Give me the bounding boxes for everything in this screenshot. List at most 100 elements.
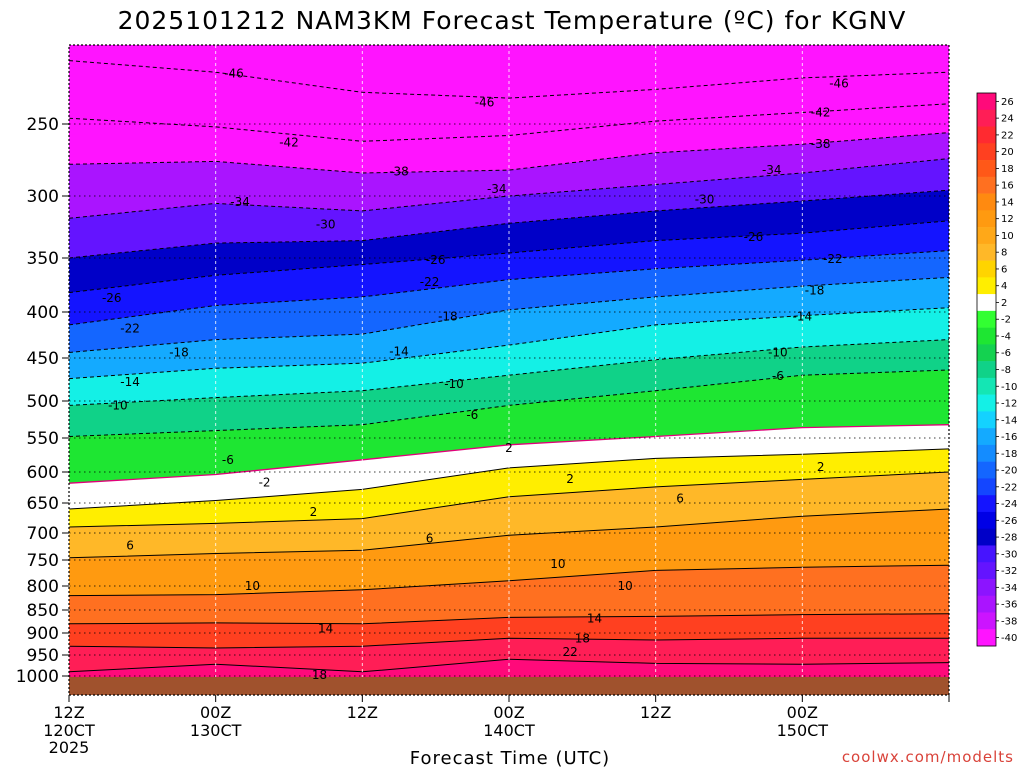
- isotherm-label: -6: [222, 453, 234, 467]
- y-tick-label: 550: [27, 429, 59, 449]
- colorbar-swatch: [977, 227, 996, 245]
- isotherm-label: -18: [438, 310, 458, 324]
- colorbar-label: 20: [1001, 147, 1014, 158]
- isotherm-label: 2: [566, 472, 574, 486]
- isotherm-label: -42: [811, 105, 831, 119]
- isotherm-label: -38: [811, 137, 831, 151]
- isotherm-label: 10: [245, 579, 260, 593]
- isotherm-label: -46: [475, 95, 495, 109]
- isotherm-label: -6: [772, 369, 784, 383]
- isotherm-label: -30: [316, 218, 336, 232]
- colorbar-label: 12: [1001, 214, 1014, 225]
- isotherm-label: 2: [310, 505, 318, 519]
- y-axis-ticks: 250 300 350 400 450 500 550 600 650 700 750 800 850 9…: [16, 115, 69, 687]
- colorbar-swatch: [977, 176, 996, 194]
- x-tick-date: 140CT: [483, 721, 535, 740]
- colorbar-swatch: [977, 126, 996, 144]
- isotherm-label: 10: [617, 579, 632, 593]
- y-tick-label: 750: [27, 551, 59, 571]
- colorbar-label: -26: [1001, 516, 1017, 527]
- isotherm-label: -18: [805, 283, 825, 297]
- isotherm-label: -2: [259, 476, 271, 490]
- x-tick-year: 2025: [49, 738, 90, 757]
- colorbar-swatch: [977, 93, 996, 111]
- colorbar-label: -20: [1001, 466, 1017, 477]
- colorbar-swatch: [977, 344, 996, 362]
- colorbar-swatch: [977, 210, 996, 228]
- isotherm-labels: -46-46-46-42-42-38-38-34-34-34-30-30-26-…: [102, 67, 849, 683]
- isotherm-label: -46: [829, 77, 849, 91]
- colorbar-swatch: [977, 629, 996, 647]
- isotherm-label: 2: [505, 441, 513, 455]
- isotherm-line: [69, 424, 949, 484]
- colorbar-label: 16: [1001, 181, 1014, 192]
- x-axis-label: Forecast Time (UTC): [410, 748, 610, 768]
- colorbar-swatch: [977, 243, 996, 261]
- colorbar-swatch: [977, 495, 996, 513]
- colorbar-label: 14: [1001, 197, 1014, 208]
- colorbar-swatch: [977, 511, 996, 529]
- isotherm-label: -10: [108, 398, 128, 412]
- x-tick-date: 150CT: [777, 721, 829, 740]
- y-tick-label: 400: [27, 303, 59, 323]
- colorbar-label: 22: [1001, 130, 1014, 141]
- colorbar-swatch: [977, 428, 996, 446]
- isotherm-label: 2: [817, 460, 825, 474]
- isotherm-label: -22: [420, 275, 440, 289]
- colorbar-swatch: [977, 461, 996, 479]
- isotherm-label: 18: [575, 632, 590, 646]
- y-tick-label: 1000: [16, 667, 59, 687]
- isotherm-label: 10: [550, 557, 565, 571]
- colorbar-swatch: [977, 578, 996, 597]
- colorbar-label: -30: [1001, 549, 1017, 560]
- isotherm-label: 6: [426, 531, 434, 545]
- colorbar-label: -16: [1001, 432, 1017, 443]
- credit-link[interactable]: coolwx.com/modelts: [842, 748, 1014, 766]
- colorbar-label: -24: [1001, 499, 1017, 510]
- colorbar-swatch: [977, 562, 996, 580]
- colorbar-swatch: [977, 193, 996, 211]
- isotherm-label: -46: [224, 67, 244, 81]
- isotherm-label: 22: [562, 645, 577, 659]
- x-tick-time: 00Z: [787, 703, 818, 722]
- colorbar-swatch: [977, 444, 996, 462]
- isotherm-label: -26: [426, 253, 446, 267]
- isotherm-label: -14: [793, 310, 813, 324]
- isotherm-label: 18: [312, 668, 327, 682]
- x-tick-time: 12Z: [347, 703, 378, 722]
- colorbar-label: -18: [1001, 449, 1017, 460]
- x-tick-time: 00Z: [493, 703, 524, 722]
- isotherm-label: -42: [279, 136, 299, 150]
- y-tick-label: 850: [27, 601, 59, 621]
- colorbar-label: -6: [1001, 348, 1011, 359]
- colorbar-label: 26: [1001, 97, 1014, 108]
- y-tick-label: 650: [27, 494, 59, 514]
- colorbar-label: -14: [1001, 415, 1017, 426]
- isotherm-label: -10: [444, 377, 464, 391]
- y-tick-label: 300: [27, 187, 59, 207]
- x-tick-time: 12Z: [640, 703, 671, 722]
- isotherm-label: -26: [102, 291, 122, 305]
- colorbar-label: 2: [1001, 298, 1007, 309]
- colorbar-label: -34: [1001, 583, 1017, 594]
- colorbar: 26 24 22 20 18 16 14 12 10 8 6 4 2 -2 -4 -6 -8 -10 -12 -14 -…: [976, 92, 1017, 647]
- isotherm-label: -6: [466, 408, 478, 422]
- isotherm-label: -22: [823, 252, 843, 266]
- y-tick-label: 350: [27, 249, 59, 269]
- colorbar-swatch: [977, 595, 996, 613]
- colorbar-swatch: [977, 277, 996, 295]
- isotherm-label: -34: [762, 163, 782, 177]
- isotherm-label: -22: [120, 322, 140, 336]
- chart-title: 2025101212 NAM3KM Forecast Temperature (…: [118, 6, 907, 35]
- colorbar-swatch: [977, 528, 996, 546]
- y-tick-label: 450: [27, 349, 59, 369]
- colorbar-swatch: [977, 327, 996, 345]
- isotherm-label: 6: [676, 492, 684, 506]
- colorbar-label: 8: [1001, 248, 1007, 259]
- x-tick-time: 12Z: [53, 703, 84, 722]
- isotherm-label: 14: [318, 621, 333, 635]
- x-tick-date: 120CT: [43, 721, 95, 740]
- colorbar-label: -22: [1001, 482, 1017, 493]
